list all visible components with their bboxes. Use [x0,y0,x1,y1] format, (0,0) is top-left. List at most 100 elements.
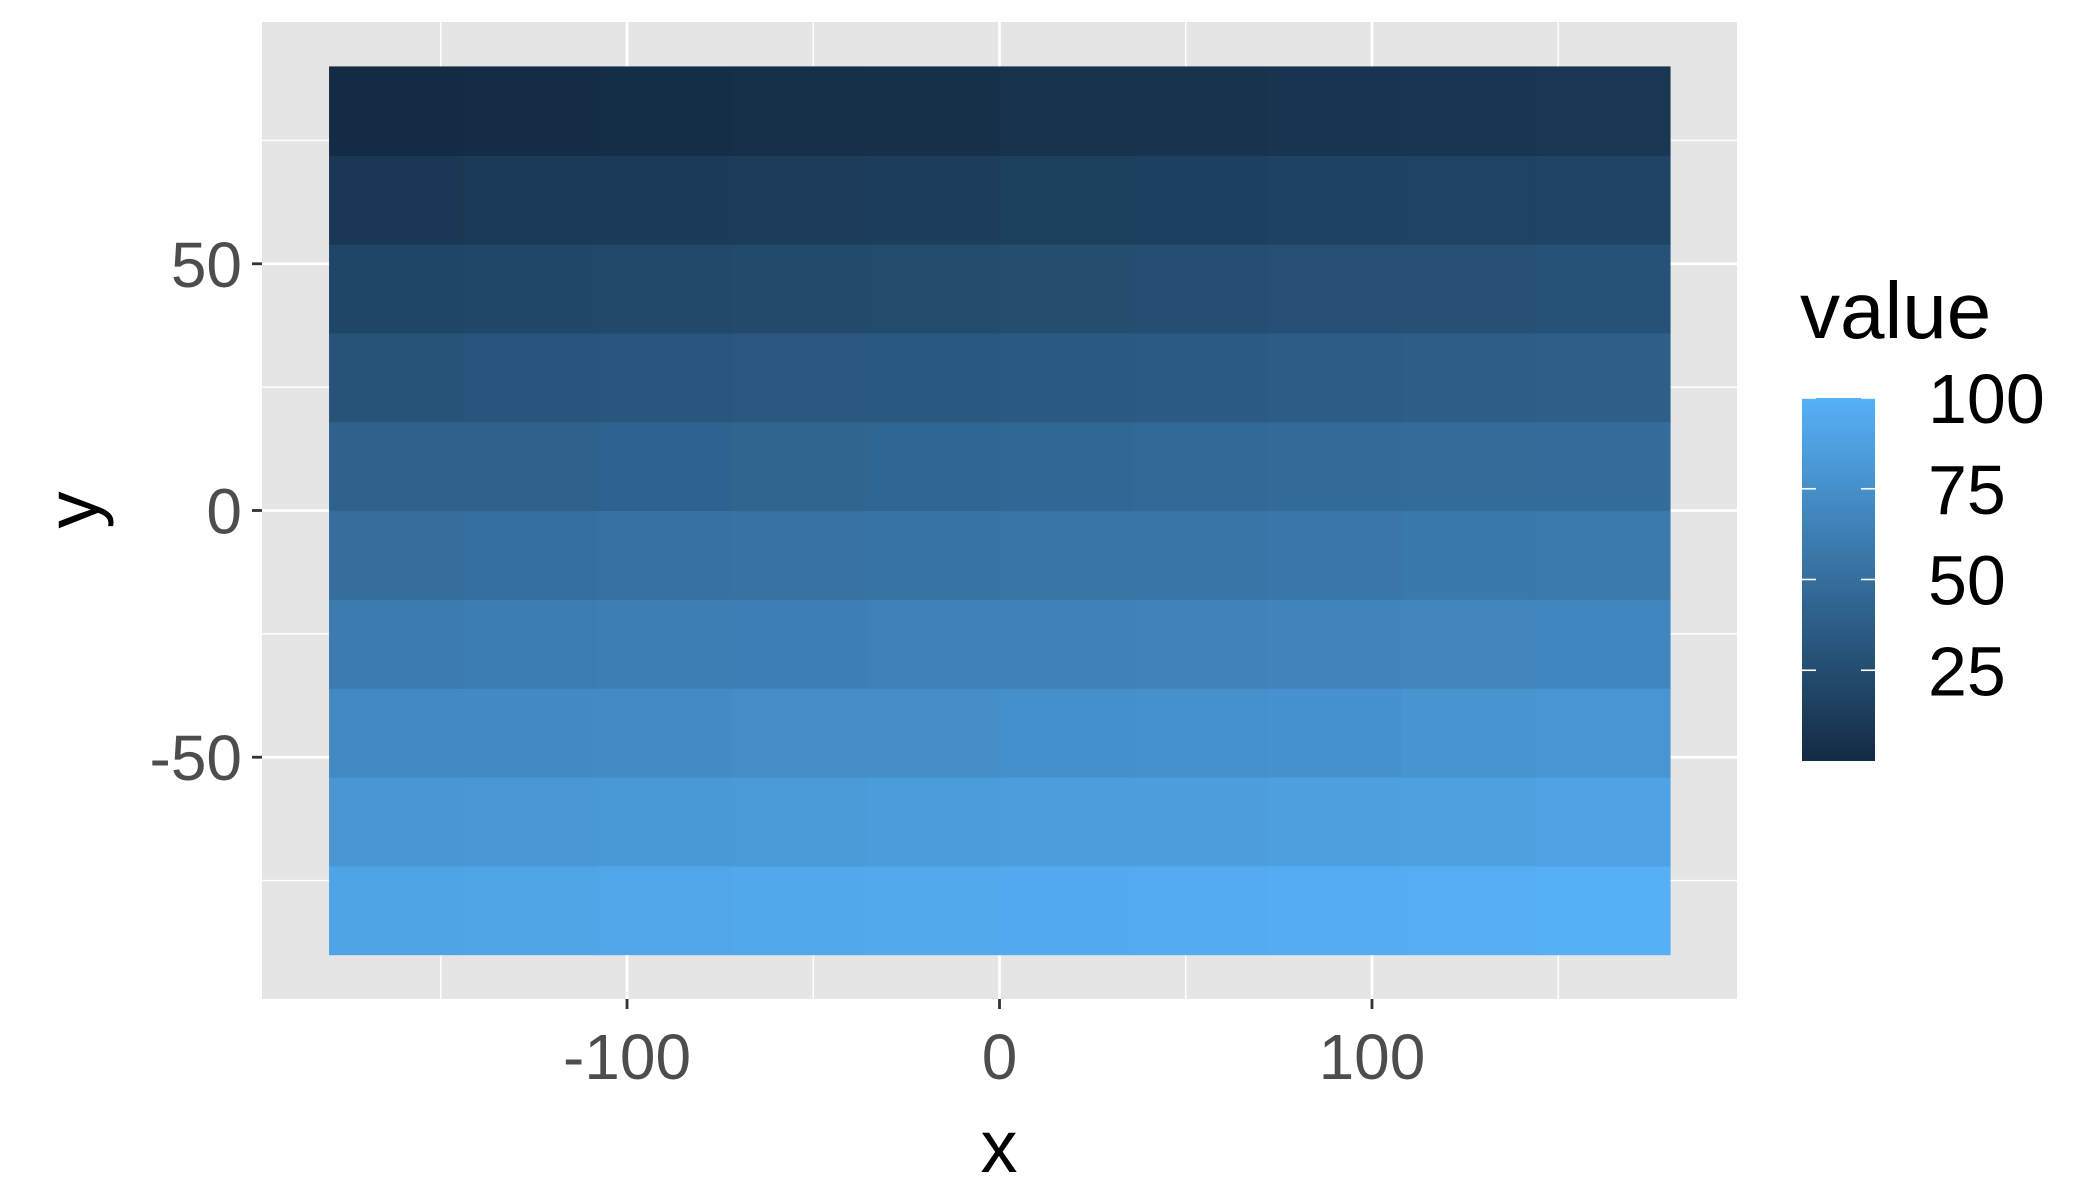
heatmap-tile [1267,332,1403,423]
heatmap-tile [329,688,464,778]
heatmap-tile [1267,66,1403,156]
heatmap-tile [999,66,1135,156]
heatmap-tiles [329,66,1671,956]
legend-label: 100 [1928,360,2045,438]
heatmap-tile [597,599,732,689]
heatmap-tile [1535,688,1671,778]
legend-label: 75 [1928,451,2006,529]
heatmap-tile [1267,155,1403,245]
heatmap-tile [1535,244,1671,334]
heatmap-tile [731,332,867,423]
heatmap-tile [1267,688,1403,778]
heatmap-tile [1401,66,1537,156]
legend-ticks: 25 50 75 100 [1802,360,2045,710]
heatmap-tile [463,66,598,156]
heatmap-tile [1133,66,1269,156]
heatmap-tile [1535,865,1671,956]
heatmap-tile [1133,688,1269,778]
heatmap-tile [1401,865,1537,956]
heatmap-tile [329,244,464,334]
heatmap-tile [1267,510,1403,600]
heatmap-tile [1267,244,1403,334]
heatmap-tile [1133,155,1269,245]
x-axis-title: x [981,1105,1018,1188]
heatmap-tile [463,421,598,512]
heatmap-tile [463,155,598,245]
heatmap-tile [329,66,464,156]
heatmap-tile [1535,776,1671,867]
heatmap-tile [1401,244,1537,334]
heatmap-tile [1401,155,1537,245]
heatmap-tile [865,599,1001,689]
heatmap-tile [1133,776,1269,867]
heatmap-tile [1401,421,1537,512]
heatmap-tile [1267,865,1403,956]
x-tick-label: 0 [982,1021,1018,1093]
heatmap-tile [1267,599,1403,689]
heatmap-tile [463,510,598,600]
heatmap-tile [597,865,732,956]
legend-title: value [1800,266,1991,355]
heatmap-tile [865,688,1001,778]
heatmap-tile [463,599,598,689]
heatmap-tile [463,865,598,956]
heatmap-tile [999,688,1135,778]
heatmap-tile [597,244,732,334]
heatmap-tile [865,66,1001,156]
heatmap-tile [1133,244,1269,334]
heatmap-tile [1401,510,1537,600]
legend-label: 50 [1928,542,2006,620]
heatmap-tile [731,66,867,156]
heatmap-tile [597,776,732,867]
heatmap-tile [731,865,867,956]
heatmap-tile [999,865,1135,956]
heatmap-tile [865,865,1001,956]
heatmap-tile [1535,155,1671,245]
heatmap-tile [1401,688,1537,778]
heatmap-tile [329,865,464,956]
heatmap-tile [1401,332,1537,423]
heatmap-tile [999,776,1135,867]
heatmap-tile [999,599,1135,689]
heatmap-tile [731,244,867,334]
heatmap-tile [463,688,598,778]
y-tick-label: 0 [206,476,242,548]
heatmap-tile [329,332,464,423]
heatmap-tile [1401,776,1537,867]
x-axis: -100 0 100 [563,999,1425,1093]
color-legend: value 25 50 75 100 [1800,266,2045,761]
heatmap-tile [865,155,1001,245]
x-tick-label: -100 [563,1021,691,1093]
heatmap-tile [865,421,1001,512]
heatmap-tile [329,599,464,689]
heatmap-tile [1535,66,1671,156]
heatmap-tile [1535,599,1671,689]
heatmap-tile [731,599,867,689]
heatmap-tile [1267,776,1403,867]
heatmap-tile [999,244,1135,334]
heatmap-tile [597,421,732,512]
heatmap-tile [463,776,598,867]
heatmap-tile [1535,332,1671,423]
heatmap-tile [597,510,732,600]
heatmap-tile [463,332,598,423]
heatmap-tile [731,688,867,778]
heatmap-tile [1401,599,1537,689]
heatmap-tile [731,776,867,867]
heatmap-tile [999,155,1135,245]
heatmap-tile [1133,599,1269,689]
heatmap-tile [865,244,1001,334]
heatmap-tile [1133,865,1269,956]
heatmap-tile [999,332,1135,423]
heatmap-tile [329,421,464,512]
y-tick-label: -50 [150,722,243,794]
heatmap-tile [329,776,464,867]
heatmap-tile [597,688,732,778]
y-axis: -50 0 50 [150,229,262,794]
heatmap-tile [1267,421,1403,512]
heatmap-tile [1133,421,1269,512]
heatmap-tile [1133,332,1269,423]
x-tick-label: 100 [1319,1021,1426,1093]
heatmap-tile [597,66,732,156]
